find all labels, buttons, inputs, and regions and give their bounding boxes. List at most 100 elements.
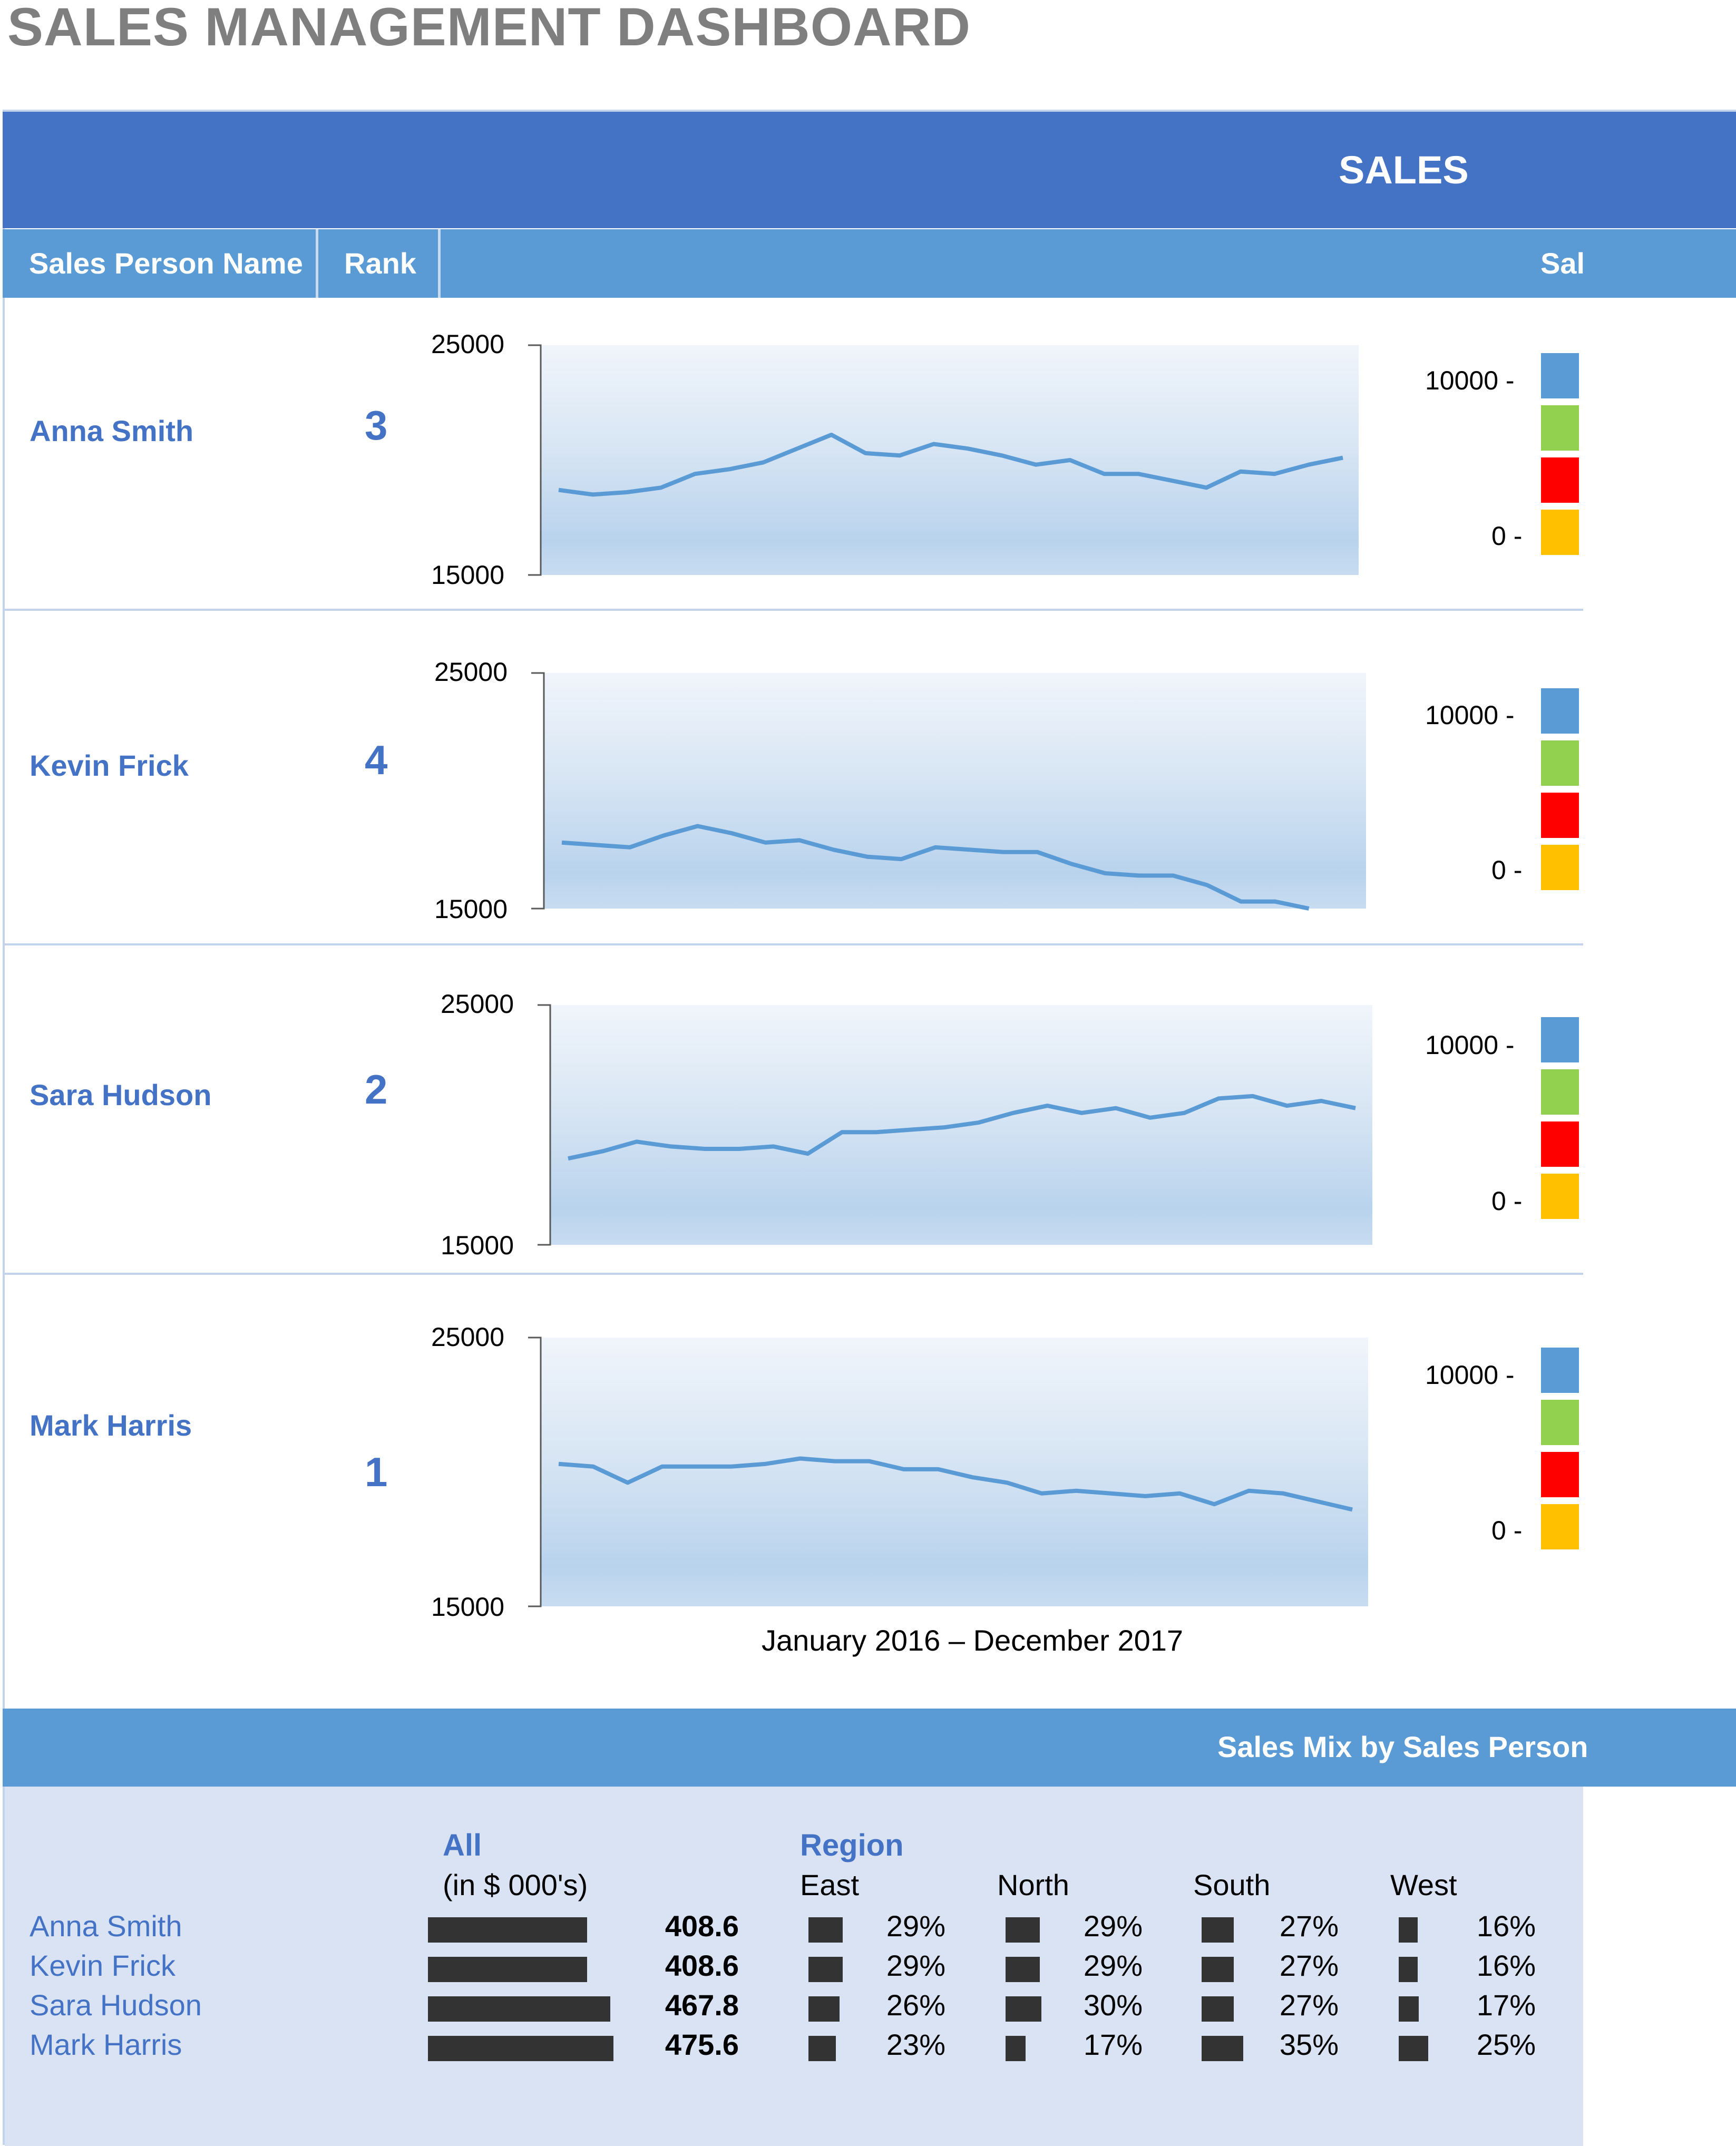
column-header-name[interactable]: Sales Person Name xyxy=(29,247,303,280)
mix-salesperson-name[interactable]: Sara Hudson xyxy=(30,1988,202,2022)
table-header: Sales Person Name Rank Sal xyxy=(3,229,1736,298)
salesperson-rank: 2 xyxy=(365,1066,388,1113)
swatch-red xyxy=(1541,1452,1579,1497)
sales-mix-header: Sales Mix by Sales Person xyxy=(3,1709,1736,1787)
mix-region-pct: 27% xyxy=(1279,1909,1339,1943)
y-axis-min: 15000 xyxy=(441,1231,514,1260)
chart-period-label: January 2016 – December 2017 xyxy=(761,1624,1184,1657)
mix-region-pct: 26% xyxy=(886,1988,945,2022)
mix-region-bar xyxy=(1399,1917,1418,1943)
salesperson-name[interactable]: Sara Hudson xyxy=(30,1078,212,1111)
sales-section-label: SALES xyxy=(1339,148,1469,192)
swatch-red xyxy=(1541,793,1579,838)
swatch-yellow xyxy=(1541,1174,1579,1219)
sales-mix-title: Sales Mix by Sales Person xyxy=(1217,1730,1588,1763)
swatch-blue xyxy=(1541,688,1579,734)
column-divider xyxy=(438,229,441,298)
y-axis-max: 25000 xyxy=(431,1322,505,1352)
mix-salesperson-name[interactable]: Anna Smith xyxy=(30,1909,182,1943)
mix-total-value: 475.6 xyxy=(665,2028,739,2061)
mix-total-bar xyxy=(428,1996,610,2022)
salesperson-name[interactable]: Kevin Frick xyxy=(30,749,189,782)
mix-region-pct: 30% xyxy=(1083,1988,1143,2022)
swatch-yellow xyxy=(1541,845,1579,890)
legend-axis-top: 10000 - xyxy=(1425,1360,1515,1390)
mix-region-pct: 29% xyxy=(1083,1949,1143,1982)
sales-mix-panel xyxy=(5,1787,1583,2146)
mix-region-bar xyxy=(1006,1957,1040,1982)
swatch-red xyxy=(1541,1121,1579,1167)
mix-region-east: East xyxy=(800,1868,860,1901)
salesperson-rank: 1 xyxy=(365,1449,388,1495)
sales-trend-line xyxy=(568,1094,1356,1161)
legend-axis-top: 10000 - xyxy=(1425,1030,1515,1060)
mix-region-pct: 27% xyxy=(1279,1949,1339,1982)
salesperson-name[interactable]: Mark Harris xyxy=(30,1409,192,1442)
mix-region-north: North xyxy=(997,1868,1069,1901)
legend-axis-bottom: 0 - xyxy=(1491,521,1523,551)
mix-total-value: 408.6 xyxy=(665,1949,739,1982)
row-divider xyxy=(3,1273,1583,1275)
mix-region-pct: 29% xyxy=(886,1949,945,1982)
mix-region-bar xyxy=(1399,1996,1419,2022)
column-header-sales[interactable]: Sal xyxy=(1540,247,1584,280)
mix-region-bar xyxy=(808,1917,843,1943)
page-title: SALES MANAGEMENT DASHBOARD xyxy=(7,0,971,57)
mix-salesperson-name[interactable]: Mark Harris xyxy=(30,2028,182,2061)
mix-salesperson-name[interactable]: Kevin Frick xyxy=(30,1949,175,1982)
y-axis-max: 25000 xyxy=(431,329,505,359)
mix-all-heading: All xyxy=(443,1828,482,1862)
column-header-rank[interactable]: Rank xyxy=(344,247,416,280)
salesperson-name[interactable]: Anna Smith xyxy=(30,414,194,447)
mix-region-bar xyxy=(1202,1996,1234,2022)
legend-axis-bottom: 0 - xyxy=(1491,855,1523,885)
y-axis-max: 25000 xyxy=(434,657,508,687)
swatch-blue xyxy=(1541,353,1579,398)
legend-axis-bottom: 0 - xyxy=(1491,1516,1523,1545)
mix-total-bar xyxy=(428,1917,587,1943)
mix-region-pct: 27% xyxy=(1279,1988,1339,2022)
mix-region-pct: 25% xyxy=(1476,2028,1536,2061)
mix-region-pct: 17% xyxy=(1476,1988,1536,2022)
salesperson-rank: 4 xyxy=(365,737,388,783)
mix-total-bar xyxy=(428,2036,613,2061)
sales-trend-line xyxy=(558,1456,1353,1512)
y-axis-min: 15000 xyxy=(431,1592,505,1622)
mix-region-bar xyxy=(1006,2036,1026,2061)
swatch-yellow xyxy=(1541,510,1579,555)
mix-region-west: West xyxy=(1390,1868,1457,1901)
mix-total-value: 467.8 xyxy=(665,1988,739,2022)
mix-region-pct: 29% xyxy=(1083,1909,1143,1943)
mix-region-pct: 16% xyxy=(1476,1909,1536,1943)
mix-region-pct: 23% xyxy=(886,2028,945,2061)
mix-region-bar xyxy=(1202,1917,1234,1943)
y-axis-min: 15000 xyxy=(431,560,505,590)
row-divider xyxy=(3,609,1583,611)
y-axis-max: 25000 xyxy=(441,989,514,1019)
mix-region-pct: 16% xyxy=(1476,1949,1536,1982)
y-axis xyxy=(528,1337,542,1607)
swatch-yellow xyxy=(1541,1504,1579,1549)
legend-axis-bottom: 0 - xyxy=(1491,1186,1523,1216)
sales-trend-line xyxy=(561,824,1310,911)
mix-region-pct: 17% xyxy=(1083,2028,1143,2061)
swatch-green xyxy=(1541,1069,1579,1115)
y-axis-min: 15000 xyxy=(434,894,508,924)
dashboard-frame xyxy=(3,110,1584,2145)
mix-region-pct: 29% xyxy=(886,1909,945,1943)
mix-region-pct: 35% xyxy=(1279,2028,1339,2061)
legend-axis-top: 10000 - xyxy=(1425,700,1515,730)
mix-region-heading: Region xyxy=(800,1828,904,1862)
y-axis xyxy=(538,1004,551,1246)
mix-region-bar xyxy=(808,1996,840,2022)
mix-region-bar xyxy=(1202,1957,1234,1982)
mix-region-bar xyxy=(1399,2036,1428,2061)
swatch-red xyxy=(1541,457,1579,503)
swatch-blue xyxy=(1541,1348,1579,1393)
mix-region-bar xyxy=(1006,1996,1041,2022)
sales-trend-line xyxy=(558,433,1343,497)
row-divider xyxy=(3,943,1583,945)
sales-section-header: SALES xyxy=(3,110,1736,228)
y-axis xyxy=(528,344,542,576)
swatch-green xyxy=(1541,1400,1579,1445)
